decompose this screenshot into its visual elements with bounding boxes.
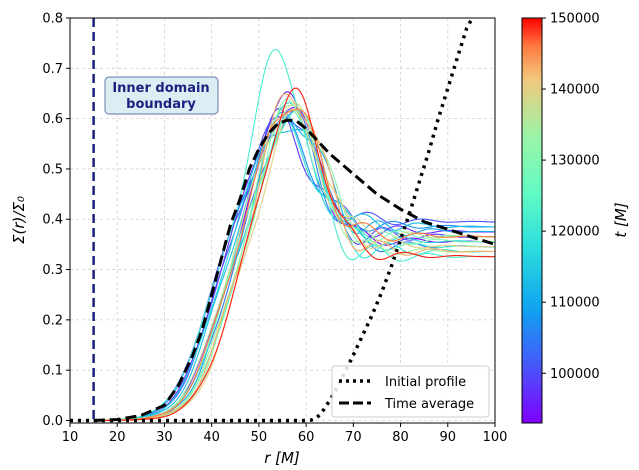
y-tick-label: 0.6: [42, 112, 63, 127]
annotation-box: Inner domain boundary: [104, 76, 219, 115]
snapshot-curve: [93, 108, 495, 421]
x-tick-label: 10: [62, 430, 79, 445]
legend: Initial profile Time average: [331, 365, 490, 418]
y-tick-label: 0.5: [42, 162, 63, 177]
y-tick-label: 0.7: [42, 62, 63, 77]
y-axis-ticks: 0.0 0.1 0.2 0.3 0.4 0.5 0.6 0.7 0.8: [42, 12, 70, 429]
colorbar-ticks: 100000 110000 120000 130000 140000 150000: [542, 12, 600, 382]
colorbar-tick-label: 120000: [550, 225, 600, 240]
x-tick-label: 100: [483, 430, 508, 445]
annotation-line1: Inner domain: [112, 81, 209, 96]
y-tick-label: 0.2: [42, 313, 63, 328]
snapshot-curve: [93, 93, 495, 421]
colorbar-label: t [M]: [612, 202, 630, 237]
y-tick-label: 0.3: [42, 263, 63, 278]
legend-initial-profile: Initial profile: [385, 375, 466, 390]
x-tick-label: 90: [440, 430, 457, 445]
y-tick-label: 0.4: [42, 213, 63, 228]
legend-time-average: Time average: [384, 397, 474, 412]
colorbar-tick-label: 110000: [550, 296, 600, 311]
y-tick-label: 0.0: [42, 414, 63, 429]
x-tick-label: 70: [345, 430, 362, 445]
colorbar-gradient: [521, 17, 543, 424]
snapshot-curve: [93, 87, 495, 421]
x-axis-ticks: 10 20 30 40 50 60 70 80 90 100: [62, 423, 508, 445]
y-tick-label: 0.1: [42, 364, 63, 379]
plot-frame: [69, 17, 496, 424]
x-tick-label: 30: [156, 430, 173, 445]
annotation-line2: boundary: [126, 97, 196, 112]
y-axis-label: Σ(r)/Σ₀: [10, 196, 28, 244]
x-tick-label: 40: [203, 430, 220, 445]
colorbar-tick-label: 100000: [550, 367, 600, 382]
x-tick-label: 20: [109, 430, 126, 445]
legend-box: [331, 365, 490, 418]
x-tick-label: 60: [298, 430, 315, 445]
x-tick-label: 50: [251, 430, 268, 445]
colorbar: 100000 110000 120000 130000 140000 150000 t […: [521, 12, 630, 424]
x-axis-label: r [M]: [264, 449, 300, 466]
colorbar-tick-label: 130000: [550, 154, 600, 169]
colorbar-tick-label: 150000: [550, 12, 600, 27]
colorbar-tick-label: 140000: [550, 83, 600, 98]
y-tick-label: 0.8: [42, 12, 63, 27]
x-tick-label: 80: [392, 430, 409, 445]
